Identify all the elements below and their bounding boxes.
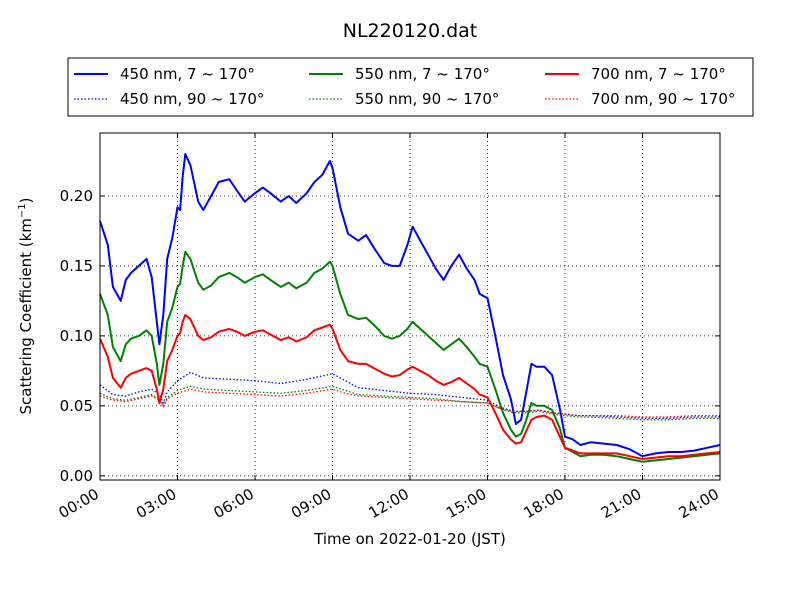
- x-tick-label: 12:00: [366, 485, 412, 522]
- series-line-6: [99, 388, 720, 418]
- series-line-2: [99, 371, 720, 420]
- y-tick-label: 0.10: [60, 327, 93, 345]
- series-line-3: [99, 250, 721, 463]
- grid: [100, 133, 720, 480]
- x-axis-label: Time on 2022-01-20 (JST): [313, 530, 506, 548]
- x-tick-label: 06:00: [211, 485, 257, 522]
- y-axis-label-main: Scattering Coefficient (km: [17, 218, 35, 414]
- legend-label: 450 nm, 90 ~ 170°: [120, 90, 264, 108]
- y-tick-label: 0.20: [60, 187, 93, 205]
- x-tick-label: 21:00: [598, 485, 644, 522]
- legend-label: 700 nm, 90 ~ 170°: [591, 90, 735, 108]
- y-tick-label: 0.15: [60, 257, 93, 275]
- legend-label: 450 nm, 7 ~ 170°: [120, 65, 255, 83]
- legend-label: 700 nm, 7 ~ 170°: [591, 65, 726, 83]
- legend-label: 550 nm, 7 ~ 170°: [355, 65, 490, 83]
- y-tick-label: 0.00: [60, 467, 93, 485]
- legend: 450 nm, 7 ~ 170° 550 nm, 7 ~ 170° 700 nm, …: [67, 57, 754, 117]
- y-axis: 0.00 0.05 0.10 0.15 0.20: [60, 187, 720, 485]
- series-line-5: [99, 313, 721, 460]
- y-axis-label-end: ): [17, 197, 35, 203]
- x-tick-label: 15:00: [443, 485, 489, 522]
- x-tick-label: 00:00: [56, 485, 102, 522]
- y-axis-label-superscript: −1: [17, 203, 28, 218]
- legend-box: [67, 57, 754, 117]
- x-tick-label: 18:00: [521, 485, 567, 522]
- plot-series: [99, 153, 721, 463]
- y-tick-label: 0.05: [60, 397, 93, 415]
- x-axis: 00:00 03:00 06:00 09:00 12:00 15:00 18:00 21:00…: [56, 133, 722, 522]
- series-line-4: [99, 385, 720, 421]
- x-tick-label: 24:00: [676, 485, 722, 522]
- series-line-1: [99, 153, 721, 458]
- x-tick-label: 09:00: [288, 485, 334, 522]
- x-tick-label: 03:00: [133, 485, 179, 522]
- chart-title: NL220120.dat: [343, 20, 478, 42]
- y-axis-label: Scattering Coefficient (km−1): [17, 197, 35, 414]
- legend-label: 550 nm, 90 ~ 170°: [355, 90, 499, 108]
